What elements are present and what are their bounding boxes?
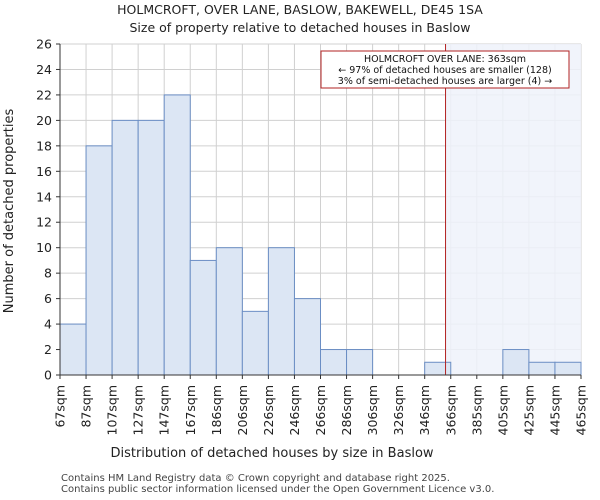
x-tick-label: 107sqm — [105, 385, 120, 435]
footer-copyright: Contains HM Land Registry data © Crown c… — [61, 473, 450, 484]
bar — [528, 361, 556, 376]
y-tick-label: 14 — [36, 189, 52, 204]
x-tick-label: 87sqm — [79, 385, 94, 428]
bar — [293, 298, 322, 376]
x-tick-label: 326sqm — [391, 385, 406, 435]
x-tick-label: 385sqm — [469, 385, 484, 435]
larger-than-property-region — [445, 44, 581, 375]
annotation-frame — [320, 50, 570, 89]
y-tick-label: 16 — [36, 164, 52, 179]
annotation-larger: 3% of semi-detached houses are larger (4… — [338, 76, 552, 87]
x-tick-label: 465sqm — [574, 385, 589, 435]
x-tick-label: 67sqm — [53, 385, 68, 428]
annotation-smaller: ← 97% of detached houses are smaller (12… — [338, 65, 551, 76]
x-tick-label: 186sqm — [209, 385, 224, 435]
y-tick-label: 20 — [36, 113, 52, 128]
y-tick-label: 6 — [44, 291, 52, 306]
bar — [554, 361, 582, 376]
y-tick-label: 8 — [44, 266, 52, 281]
x-tick-label: 445sqm — [547, 385, 562, 435]
y-tick-label: 18 — [36, 138, 52, 153]
bar — [189, 259, 217, 376]
footer-licence: Contains public sector information licen… — [61, 484, 494, 495]
y-tick-label: 2 — [44, 342, 52, 357]
x-tick-label: 226sqm — [261, 385, 276, 435]
x-tick-label: 167sqm — [183, 385, 198, 435]
y-tick-label: 12 — [36, 215, 52, 230]
x-tick-label: 366sqm — [443, 385, 458, 435]
bar — [215, 247, 243, 376]
bar — [163, 94, 191, 376]
chart-subtitle: Size of property relative to detached ho… — [129, 20, 470, 35]
annotation-title: HOLMCROFT OVER LANE: 363sqm — [364, 54, 526, 65]
bars — [59, 94, 582, 376]
bar — [59, 323, 87, 376]
y-tick-label: 0 — [44, 368, 52, 383]
x-tick-label: 405sqm — [495, 385, 510, 435]
y-tick-label: 10 — [36, 240, 52, 255]
y-tick-label: 26 — [36, 37, 52, 52]
bar — [267, 247, 295, 376]
x-tick-label: 286sqm — [339, 385, 354, 435]
chart-title: HOLMCROFT, OVER LANE, BASLOW, BAKEWELL, … — [117, 2, 483, 17]
x-tick-labels: 67sqm 87sqm 107sqm 127sqm 147sqm 167sqm 186sqm… — [53, 375, 589, 435]
y-tick-label: 24 — [36, 62, 52, 77]
x-tick-label: 127sqm — [131, 385, 146, 435]
x-axis-label: Distribution of detached houses by size … — [110, 446, 433, 461]
x-tick-label: 206sqm — [235, 385, 250, 435]
y-tick-label: 22 — [36, 87, 52, 102]
bar — [111, 119, 139, 376]
x-tick-label: 306sqm — [365, 385, 380, 435]
y-tick-label: 4 — [44, 317, 52, 332]
x-tick-label: 246sqm — [287, 385, 302, 435]
y-axis-label: Number of detached properties — [2, 109, 17, 314]
bar — [346, 349, 374, 376]
bar — [137, 119, 165, 376]
x-tick-label: 266sqm — [313, 385, 328, 435]
x-tick-label: 346sqm — [417, 385, 432, 435]
x-tick-label: 425sqm — [521, 385, 536, 435]
bar — [241, 310, 269, 376]
bar — [320, 349, 348, 376]
bar — [85, 145, 113, 376]
x-tick-label: 147sqm — [157, 385, 172, 435]
bar — [502, 349, 530, 376]
bar — [424, 361, 452, 376]
annotation-box: HOLMCROFT OVER LANE: 363sqm ← 97% of det… — [320, 50, 570, 89]
